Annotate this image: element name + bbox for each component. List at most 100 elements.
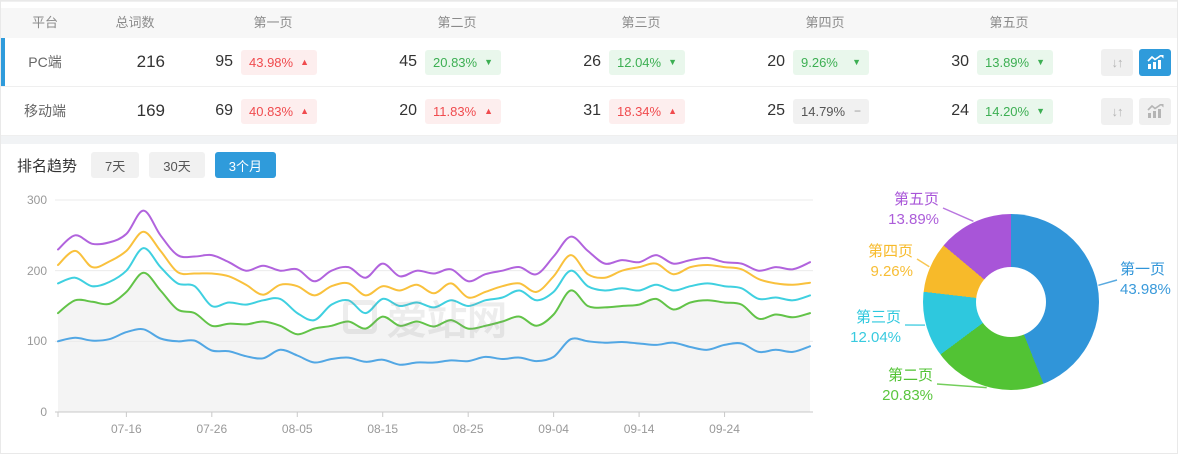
trend-chart-button[interactable]	[1139, 48, 1171, 76]
page3-cell: 31 18.34% ▲	[549, 98, 733, 124]
trend-arrow-icon: ▲	[484, 106, 493, 116]
page-count: 26	[583, 53, 601, 70]
x-axis-label: 08-25	[452, 422, 484, 436]
pct-badge: 14.79% −	[793, 98, 869, 124]
series-第四页	[57, 230, 811, 299]
pie-slice-label: 第一页 43.98%	[1120, 261, 1171, 298]
tab-30days[interactable]: 30天	[149, 152, 205, 178]
table-header: 平台 总词数 第一页 第二页 第三页 第四页 第五页	[1, 8, 1177, 38]
table-row-pc[interactable]: PC端 216 95 43.98% ▲ 45 20.83% ▼ 26 12.04% ▼…	[1, 38, 1177, 87]
trend-chart-icon	[1146, 103, 1163, 118]
sort-button[interactable]: ↓↑	[1101, 97, 1133, 125]
trend-arrow-icon: ▲	[300, 57, 309, 67]
pie-leader-line	[916, 258, 930, 268]
trend-arrow-icon: −	[853, 104, 861, 118]
area-fill	[58, 272, 810, 412]
col-page5: 第五页	[989, 15, 1029, 30]
pie-slice-label: 第二页 20.83%	[882, 367, 933, 404]
pct-badge: 40.83% ▲	[241, 98, 317, 124]
pct-badge: 11.83% ▲	[425, 98, 501, 124]
page4-cell: 20 9.26% ▼	[733, 49, 917, 75]
sort-up-down-icon: ↓↑	[1111, 103, 1124, 119]
series-第三页	[57, 247, 811, 322]
total-words: 169	[136, 101, 165, 120]
x-axis-label: 07-26	[196, 422, 228, 436]
page5-cell: 24 14.20% ▼	[917, 98, 1101, 124]
y-axis-label: 0	[40, 405, 47, 419]
page-count: 20	[399, 102, 417, 119]
page-count: 20	[767, 53, 785, 70]
page2-cell: 45 20.83% ▼	[365, 49, 549, 75]
col-actions	[1101, 8, 1177, 38]
pct-badge: 13.89% ▼	[977, 49, 1053, 75]
tab-7days[interactable]: 7天	[91, 152, 140, 178]
y-axis-label: 300	[26, 193, 47, 207]
page-count: 45	[399, 53, 417, 70]
trend-arrow-icon: ▼	[852, 57, 861, 67]
col-page3: 第三页	[621, 15, 661, 30]
page5-cell: 30 13.89% ▼	[917, 49, 1101, 75]
trend-arrow-icon: ▲	[668, 106, 677, 116]
pie-leader-line	[936, 383, 987, 389]
platform-name: 移动端	[24, 103, 66, 119]
page3-cell: 26 12.04% ▼	[549, 49, 733, 75]
table-row-mobile[interactable]: 移动端 169 69 40.83% ▲ 20 11.83% ▲ 31 18.34% ▲…	[1, 87, 1177, 136]
page-count: 30	[951, 53, 969, 70]
pct-badge: 20.83% ▼	[425, 49, 501, 75]
line-chart-plot[interactable]: 爱站网 07-1607-2608-0508-1508-2509-0409-140…	[55, 198, 813, 453]
donut-hole	[976, 267, 1046, 337]
trend-arrow-icon: ▼	[668, 57, 677, 67]
trend-arrow-icon: ▼	[1036, 57, 1045, 67]
x-axis-label: 07-16	[111, 422, 142, 436]
x-axis: 07-16 07-26 08-05 08-15 08-25 09-04 09-14 09-24	[55, 420, 813, 440]
trend-chart-button[interactable]	[1139, 97, 1171, 125]
row-actions: ↓↑	[1101, 48, 1177, 76]
page2-cell: 20 11.83% ▲	[365, 98, 549, 124]
pie-leader-line	[1098, 279, 1118, 287]
pct-badge: 9.26% ▼	[793, 49, 869, 75]
series-第二页	[57, 271, 811, 336]
col-page1: 第一页	[253, 15, 293, 30]
trend-title: 排名趋势	[17, 157, 78, 175]
line-chart-svg	[55, 199, 813, 417]
page-count: 24	[951, 102, 969, 119]
sort-button[interactable]: ↓↑	[1101, 48, 1133, 76]
page-count: 95	[215, 53, 233, 70]
sort-up-down-icon: ↓↑	[1111, 54, 1124, 70]
series-第一页	[57, 328, 811, 366]
pct-badge: 14.20% ▼	[977, 98, 1053, 124]
page1-cell: 95 43.98% ▲	[181, 49, 365, 75]
x-axis-label: 09-14	[623, 422, 655, 436]
x-axis-label: 08-05	[281, 422, 313, 436]
x-axis-label: 09-24	[709, 422, 740, 436]
trend-arrow-icon: ▼	[484, 57, 493, 67]
pie-slice-label: 第三页 12.04%	[850, 309, 901, 346]
rank-table: 平台 总词数 第一页 第二页 第三页 第四页 第五页 PC端 216 95 43…	[1, 1, 1177, 136]
page4-cell: 25 14.79% −	[733, 98, 917, 124]
page1-cell: 69 40.83% ▲	[181, 98, 365, 124]
tab-3months[interactable]: 3个月	[214, 152, 276, 178]
page-count: 69	[215, 102, 233, 119]
pie-chart: 第一页 43.98% 第二页 20.83% 第三页 12.04% 第四页 9.26% 第五页 13…	[839, 184, 1177, 453]
y-axis: 0 100 200 300	[9, 193, 55, 420]
pie-slice-label: 第五页 13.89%	[888, 191, 939, 228]
trend-arrow-icon: ▲	[300, 106, 309, 116]
row-actions: ↓↑	[1101, 97, 1177, 125]
trend-header: 排名趋势 7天 30天 3个月	[1, 144, 1177, 186]
trend-chart-icon	[1146, 54, 1163, 69]
page-count: 31	[583, 102, 601, 119]
col-platform: 平台	[31, 15, 58, 30]
x-axis-label: 08-15	[367, 422, 399, 436]
pie-leader-lines	[904, 207, 1118, 389]
series-第五页	[57, 209, 811, 283]
pct-badge: 18.34% ▲	[609, 98, 685, 124]
platform-name: PC端	[28, 54, 62, 70]
section-divider	[1, 136, 1177, 144]
pct-badge: 12.04% ▼	[609, 49, 685, 75]
col-page4: 第四页	[805, 15, 845, 30]
y-axis-label: 100	[26, 334, 47, 349]
